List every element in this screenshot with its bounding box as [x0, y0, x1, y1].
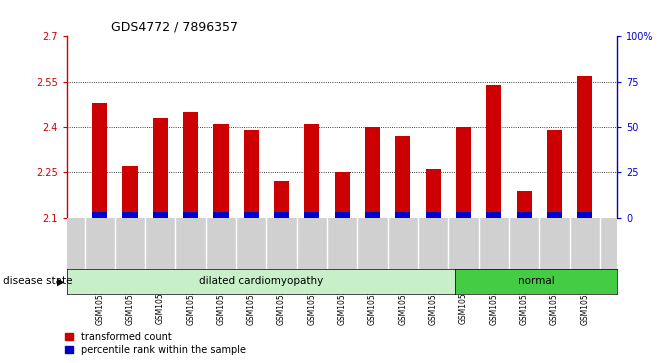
Bar	[486, 212, 501, 218]
Bar	[183, 112, 198, 218]
Bar	[425, 170, 441, 218]
Bar	[365, 127, 380, 218]
Bar	[274, 182, 289, 218]
Text: GDS4772 / 7896357: GDS4772 / 7896357	[111, 21, 238, 34]
Legend: transformed count, percentile rank within the sample: transformed count, percentile rank withi…	[65, 331, 246, 355]
Bar	[425, 212, 441, 218]
Bar	[517, 191, 531, 218]
Bar	[365, 212, 380, 218]
Bar	[395, 136, 411, 218]
Bar	[92, 212, 107, 218]
Bar	[577, 212, 592, 218]
Bar	[456, 127, 471, 218]
Bar	[547, 212, 562, 218]
Bar	[305, 212, 319, 218]
Bar	[517, 212, 531, 218]
Bar	[547, 130, 562, 218]
Text: dilated cardiomyopathy: dilated cardiomyopathy	[199, 276, 323, 286]
Text: normal: normal	[518, 276, 555, 286]
Bar	[456, 212, 471, 218]
Bar	[122, 212, 138, 218]
Text: ▶: ▶	[57, 276, 64, 286]
Bar	[244, 130, 259, 218]
Bar	[122, 166, 138, 218]
Bar	[335, 212, 350, 218]
Bar	[213, 212, 229, 218]
Text: disease state: disease state	[3, 276, 73, 286]
Bar	[153, 118, 168, 218]
Bar	[335, 172, 350, 218]
Bar	[183, 212, 198, 218]
Bar	[577, 76, 592, 218]
Bar	[244, 212, 259, 218]
Bar	[305, 124, 319, 218]
Bar	[274, 212, 289, 218]
Bar	[92, 103, 107, 218]
Bar	[153, 212, 168, 218]
Bar	[486, 85, 501, 218]
Bar	[213, 124, 229, 218]
Bar	[395, 212, 411, 218]
